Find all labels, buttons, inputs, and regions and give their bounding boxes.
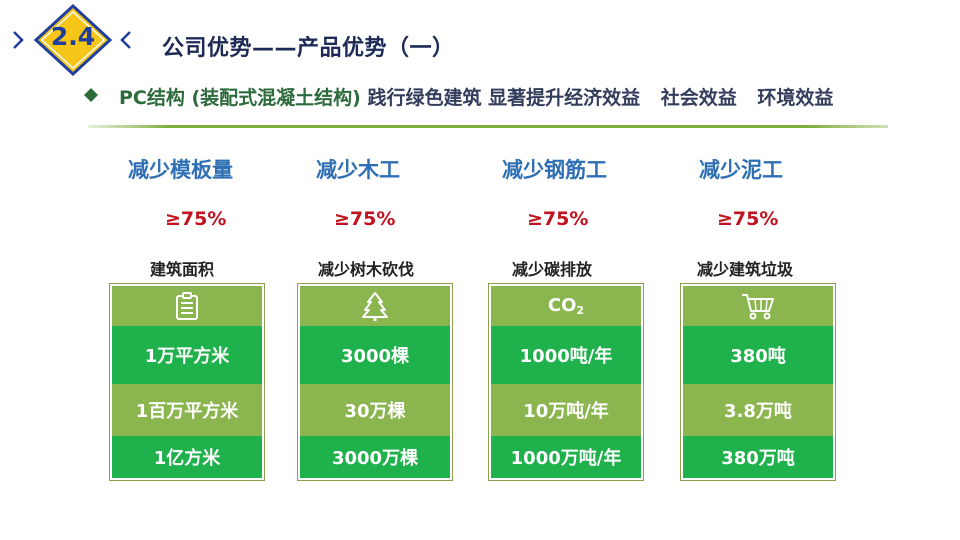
card-header [683,286,833,326]
page-title: 公司优势——产品优势（一） [162,36,455,61]
column-percent: ≥75% [334,208,396,230]
section-number: 2.4 [50,22,96,51]
diamond-bullet-icon [84,88,98,102]
card-value: 380吨 [683,326,833,384]
header-divider [88,125,888,128]
column-caption: 减少建筑垃圾 [697,260,794,279]
card-value: 1000吨/年 [491,326,641,384]
card-value: 1亿方米 [112,436,262,478]
subtitle-benefit: 践行绿色建筑 显著提升经济效益 [367,87,641,109]
card-value: 10万吨/年 [491,384,641,436]
column-title: 减少模板量 [128,158,233,182]
data-card: 1万平方米 1百万平方米 1亿方米 [109,283,265,481]
card-value: 380万吨 [683,436,833,478]
cart-icon [742,294,774,320]
column-caption: 减少碳排放 [512,260,593,279]
data-card: CO2 1000吨/年 10万吨/年 1000万吨/年 [488,283,644,481]
badge-chevrons-icon [13,4,131,76]
data-card: 3000棵 30万棵 3000万棵 [297,283,453,481]
subtitle-main: PC结构 (装配式混凝土结构) [119,87,361,109]
subtitle-benefit: 社会效益 [660,87,737,109]
column-title: 减少钢筋工 [502,158,607,182]
column-caption: 建筑面积 [150,260,215,279]
card-value: 3000万棵 [300,436,450,478]
co2-icon: CO2 [547,295,585,317]
subtitle-benefit: 环境效益 [757,87,834,109]
column-title: 减少泥工 [699,158,783,182]
clipboard-icon [176,292,198,320]
card-value: 1万平方米 [112,326,262,384]
card-header: CO2 [491,286,641,326]
column-title: 减少木工 [316,158,400,182]
data-card: 380吨 3.8万吨 380万吨 [680,283,836,481]
column-percent: ≥75% [717,208,779,230]
card-header [300,286,450,326]
card-value: 30万棵 [300,384,450,436]
card-value: 3.8万吨 [683,384,833,436]
tree-icon [362,292,388,321]
subtitle: PC结构 (装配式混凝土结构) 践行绿色建筑 显著提升经济效益 社会效益 环境效… [119,83,833,110]
column-percent: ≥75% [527,208,589,230]
card-value: 3000棵 [300,326,450,384]
section-badge: 2.4 [8,4,138,76]
column-caption: 减少树木砍伐 [318,260,415,279]
card-value: 1百万平方米 [112,384,262,436]
card-value: 1000万吨/年 [491,436,641,478]
card-header [112,286,262,326]
column-percent: ≥75% [165,208,227,230]
